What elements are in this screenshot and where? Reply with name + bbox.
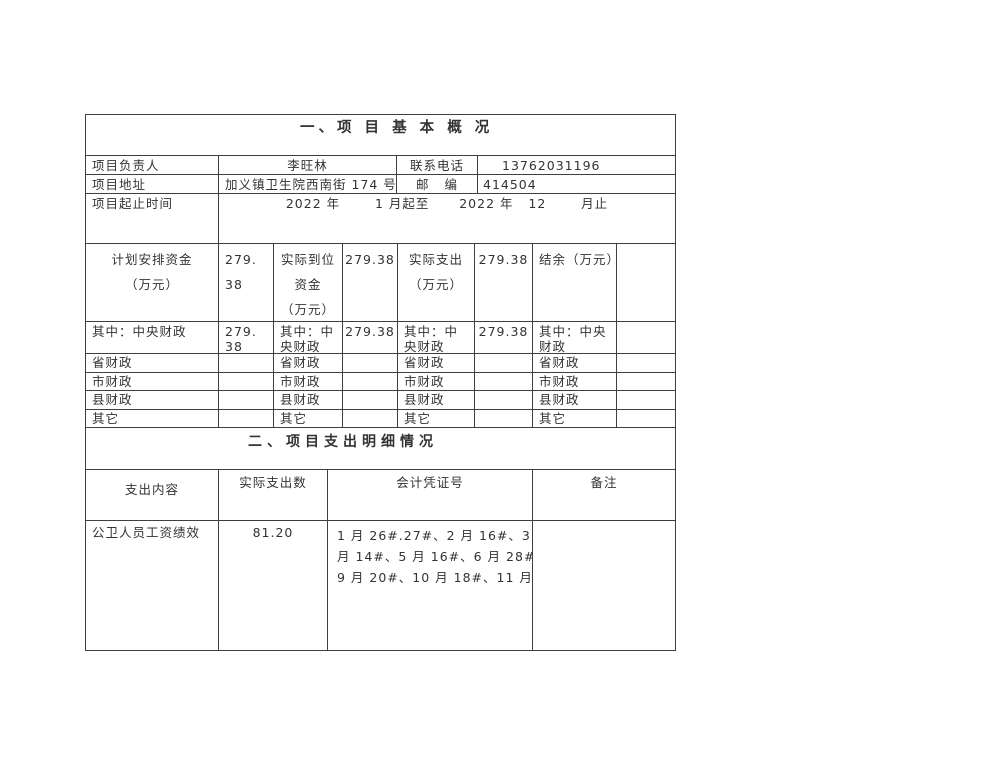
funds-cell bbox=[343, 373, 398, 390]
project-leader-row: 项目负责人 李旺林 联系电话 13762031196 bbox=[86, 156, 675, 175]
expense-amount-value: 81.20 bbox=[219, 521, 328, 650]
funds-cell bbox=[617, 410, 675, 427]
funds-cell bbox=[343, 391, 398, 409]
note-header: 备注 bbox=[590, 475, 618, 490]
funds-cell: 县财政 bbox=[86, 391, 219, 409]
funds-cell: 市财政 bbox=[533, 373, 617, 390]
expense-header-row: 支出内容 实际支出数 会计凭证号 备注 bbox=[86, 470, 675, 521]
section1-title-row: 一、项 目 基 本 概 况 bbox=[86, 115, 675, 156]
actual-expense-label: 实际支出 （万元） bbox=[398, 244, 475, 321]
address-label: 项目地址 bbox=[86, 175, 219, 193]
balance-amount bbox=[617, 244, 675, 321]
balance-label: 结余（万元） bbox=[533, 244, 617, 321]
section2-title-row: 二、项目支出明细情况 bbox=[86, 428, 675, 470]
funds-cell: 省财政 bbox=[274, 354, 343, 372]
funds-header-row: 计划安排资金 （万元） 279.38 实际到位 资金 （万元） 279.38 实… bbox=[86, 244, 675, 322]
funds-cell bbox=[343, 410, 398, 427]
funds-cell: 省财政 bbox=[398, 354, 475, 372]
project-summary-table: 一、项 目 基 本 概 况 项目负责人 李旺林 联系电话 13762031196… bbox=[85, 114, 676, 651]
other-finance-row: 其它 其它 其它 其它 bbox=[86, 410, 675, 428]
zip-label: 邮 编 bbox=[397, 175, 478, 193]
zip-value: 414504 bbox=[483, 177, 537, 192]
funds-cell bbox=[475, 373, 533, 390]
county-finance-row: 县财政 县财政 县财政 县财政 bbox=[86, 391, 675, 410]
central-finance-row: 其中：中央财政 279.38 其中：中 央财政 279.38 其中：中 央财政 … bbox=[86, 322, 675, 354]
phone-label: 联系电话 bbox=[397, 156, 478, 174]
expense-content-value: 公卫人员工资绩效 bbox=[86, 521, 219, 650]
funds-cell: 其中：中央财政 bbox=[86, 322, 219, 353]
planned-funds-amount: 279.38 bbox=[219, 244, 274, 321]
funds-cell bbox=[219, 410, 274, 427]
expense-detail-row: 公卫人员工资绩效 81.20 1 月 26#.27#、2 月 16#、3 月 1… bbox=[86, 521, 675, 650]
funds-cell: 其它 bbox=[86, 410, 219, 427]
project-time-row: 项目起止时间 2022 年 1 月起至 2022 年 12 月止 bbox=[86, 194, 675, 244]
funds-cell: 县财政 bbox=[274, 391, 343, 409]
voucher-number-header: 会计凭证号 bbox=[328, 470, 533, 520]
funds-cell: 其中：中 央财政 bbox=[274, 322, 343, 353]
received-funds-label: 实际到位 资金 （万元） bbox=[274, 244, 343, 321]
province-finance-row: 省财政 省财政 省财政 省财政 bbox=[86, 354, 675, 373]
actual-expense-amount: 279.38 bbox=[475, 244, 533, 321]
funds-cell: 279.38 bbox=[343, 322, 398, 353]
funds-cell: 其它 bbox=[533, 410, 617, 427]
funds-cell: 省财政 bbox=[533, 354, 617, 372]
funds-cell: 其它 bbox=[274, 410, 343, 427]
funds-cell bbox=[219, 373, 274, 390]
city-finance-row: 市财政 市财政 市财政 市财政 bbox=[86, 373, 675, 391]
funds-cell bbox=[219, 391, 274, 409]
leader-value: 李旺林 bbox=[219, 156, 397, 174]
voucher-number-value: 1 月 26#.27#、2 月 16#、3 月 14#、4 月 14#、5 月 … bbox=[328, 521, 533, 650]
funds-cell: 其它 bbox=[398, 410, 475, 427]
section1-title: 一、项 目 基 本 概 况 bbox=[300, 120, 494, 136]
project-address-row: 项目地址 加义镇卫生院西南街 174 号 邮 编 414504 bbox=[86, 175, 675, 194]
funds-cell bbox=[343, 354, 398, 372]
expense-content-header: 支出内容 bbox=[86, 470, 219, 520]
section2-title: 二、项目支出明细情况 bbox=[248, 434, 438, 450]
note-value bbox=[533, 521, 675, 650]
funds-cell: 省财政 bbox=[86, 354, 219, 372]
funds-cell bbox=[617, 354, 675, 372]
funds-cell bbox=[617, 373, 675, 390]
funds-cell: 其中：中 央财政 bbox=[398, 322, 475, 353]
time-label: 项目起止时间 bbox=[86, 194, 219, 243]
funds-cell bbox=[617, 391, 675, 409]
leader-label: 项目负责人 bbox=[86, 156, 219, 174]
received-funds-amount: 279.38 bbox=[343, 244, 398, 321]
address-value: 加义镇卫生院西南街 174 号 bbox=[219, 175, 397, 193]
funds-cell bbox=[475, 410, 533, 427]
funds-cell bbox=[219, 354, 274, 372]
funds-cell: 县财政 bbox=[398, 391, 475, 409]
time-value: 2022 年 1 月起至 2022 年 12 月止 bbox=[285, 196, 609, 211]
phone-value: 13762031196 bbox=[502, 158, 601, 173]
planned-funds-label: 计划安排资金 （万元） bbox=[86, 244, 219, 321]
funds-cell: 279.38 bbox=[475, 322, 533, 353]
funds-cell: 279.38 bbox=[219, 322, 274, 353]
funds-cell: 市财政 bbox=[274, 373, 343, 390]
expense-amount-header: 实际支出数 bbox=[219, 470, 328, 520]
funds-cell bbox=[475, 354, 533, 372]
funds-cell: 县财政 bbox=[533, 391, 617, 409]
funds-cell: 市财政 bbox=[86, 373, 219, 390]
funds-cell bbox=[617, 322, 675, 353]
funds-cell: 市财政 bbox=[398, 373, 475, 390]
funds-cell bbox=[475, 391, 533, 409]
funds-cell: 其中：中央 财政 bbox=[533, 322, 617, 353]
